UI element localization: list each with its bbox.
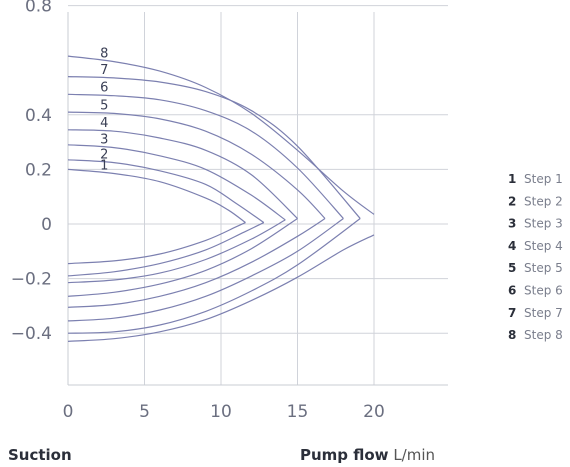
x-axis-title: Pump flow L/min <box>300 446 435 464</box>
curve-label: 8 <box>100 47 108 62</box>
curve-lower <box>67 218 326 308</box>
curve-lower <box>67 218 344 322</box>
axes <box>67 12 448 386</box>
curve-lower <box>67 218 361 334</box>
curve-upper <box>67 129 298 219</box>
curve-upper <box>67 159 265 224</box>
curve-label: 4 <box>100 116 108 131</box>
curve-label: 2 <box>100 148 108 163</box>
curve-lower <box>67 219 286 284</box>
curve-label: 1 <box>100 158 108 173</box>
x-tick-label: 20 <box>363 402 385 422</box>
curve-labels: 123 4 5 6 78 <box>100 47 108 174</box>
legend-label: Step 1 <box>524 172 563 186</box>
legend-label: Step 8 <box>524 328 563 342</box>
y-axis-title: Suction <box>8 446 72 464</box>
x-axis-label: Pump flow <box>300 446 389 464</box>
legend: 1 Step 1 2 Step 2 3 Step 3 4 Step 4 5 Step 5 6 Step… <box>508 172 563 342</box>
curve-upper <box>67 55 375 215</box>
curve-upper <box>67 93 344 219</box>
curve-upper <box>67 168 246 224</box>
legend-label: Step 3 <box>524 217 563 231</box>
curves <box>67 55 375 342</box>
curve-lower <box>67 234 375 342</box>
x-tick-label: 10 <box>210 402 232 422</box>
legend-number: 7 <box>508 306 516 320</box>
legend-number: 6 <box>508 284 516 298</box>
y-tick-label: 0.4 <box>25 106 52 126</box>
legend-number: 4 <box>508 239 516 253</box>
legend-label: Step 7 <box>524 306 563 320</box>
x-tick-label: 0 <box>63 402 74 422</box>
legend-number: 2 <box>508 194 516 208</box>
curve-label: 6 <box>100 81 108 96</box>
y-tick-label: −0.2 <box>11 270 52 290</box>
legend-number: 3 <box>508 217 516 231</box>
y-tick-label: 0 <box>41 215 52 235</box>
x-tick-label: 15 <box>287 402 309 422</box>
curve-upper <box>67 144 286 221</box>
legend-number: 1 <box>508 172 516 186</box>
curve-label: 5 <box>100 98 108 113</box>
curve-label: 3 <box>100 133 108 148</box>
curve-lower <box>67 217 298 297</box>
y-axis-label: Suction <box>8 446 72 464</box>
y-tick-label: 0.2 <box>25 160 52 180</box>
y-tick-label: 0.8 <box>25 0 52 17</box>
curve-lower <box>67 222 246 265</box>
legend-label: Step 2 <box>524 194 563 208</box>
legend-label: Step 5 <box>524 261 563 275</box>
curve-lower <box>67 222 265 277</box>
legend-number: 5 <box>508 261 516 275</box>
curve-label: 7 <box>100 63 108 78</box>
curve-upper <box>67 111 326 219</box>
y-tick-label: −0.4 <box>11 324 52 344</box>
grid <box>68 5 448 385</box>
legend-label: Step 4 <box>524 239 563 253</box>
legend-label: Step 6 <box>524 284 563 298</box>
x-tick-label: 5 <box>139 402 150 422</box>
tick-labels: 0 5 10 15 200.80.40.20−0.2−0.4 <box>11 0 385 422</box>
x-axis-unit: L/min <box>393 446 436 464</box>
legend-number: 8 <box>508 328 516 342</box>
curve-upper <box>67 76 361 219</box>
